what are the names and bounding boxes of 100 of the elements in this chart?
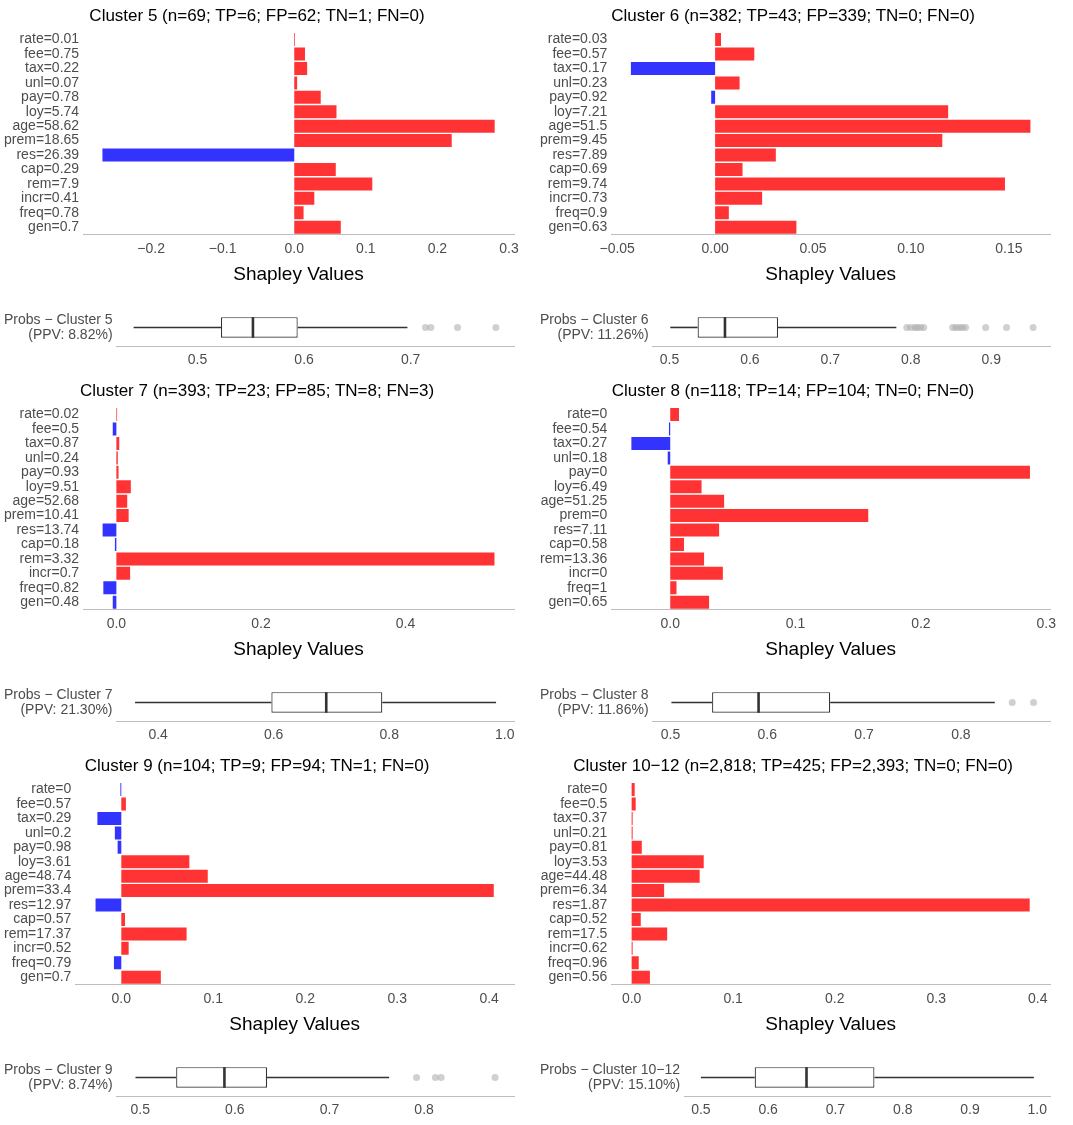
- x-tick-label: 0.9: [981, 351, 1002, 368]
- x-tick-label: 0.8: [951, 726, 971, 743]
- x-tick-label: 0.4: [1028, 989, 1048, 1006]
- y-tick-label: Probs − Cluster 6 (PPV: 11.26%): [539, 310, 649, 342]
- x-tick-label: 0.2: [295, 989, 316, 1006]
- x-tick-label: 0.15: [995, 239, 1023, 256]
- y-tick-label: incr=0.62: [549, 939, 608, 956]
- x-tick-label: 0.6: [757, 726, 778, 743]
- x-tick-label: 0.6: [294, 351, 315, 368]
- y-tick-label: fee=0.54: [552, 419, 608, 436]
- y-tick-label: cap=0.69: [549, 160, 608, 177]
- bar: [670, 408, 679, 422]
- x-tick-label: 0.2: [824, 989, 845, 1006]
- x-axis-title: Shapley Values: [233, 637, 364, 659]
- bar: [121, 970, 161, 984]
- bar: [715, 220, 797, 234]
- y-tick-label: rem=3.32: [19, 549, 80, 566]
- y-tick-label: Probs − Cluster 7 (PPV: 21.30%): [3, 685, 113, 717]
- y-tick-label: fee=0.57: [552, 44, 608, 61]
- chart-title: Cluster 7 (n=393; TP=23; FP=85; TN=8; FN=3): [79, 380, 435, 400]
- y-tick-label: prem=0: [559, 506, 608, 523]
- y-tick-label: res=1.87: [552, 895, 608, 912]
- y-tick-label: cap=0.29: [21, 160, 80, 177]
- y-tick-label: unl=0.18: [553, 448, 608, 465]
- y-tick-label: unl=0.07: [25, 73, 80, 90]
- x-tick-label: 0.3: [499, 239, 519, 256]
- bar: [103, 581, 117, 595]
- y-tick-label: cap=0.18: [21, 535, 80, 552]
- y-tick-label: fee=0.5: [32, 419, 80, 436]
- x-tick-label: 0.5: [659, 351, 680, 368]
- x-tick-label: 0.3: [1036, 614, 1057, 631]
- x-axis-title: Shapley Values: [765, 1012, 896, 1034]
- y-tick-label: Probs − Cluster 5 (PPV: 8.82%): [3, 310, 113, 342]
- x-axis-title: Shapley Values: [229, 1012, 360, 1034]
- x-tick-label: 0.0: [660, 614, 681, 631]
- x-tick-label: 0.3: [926, 989, 947, 1006]
- bar: [121, 941, 129, 955]
- bar: [102, 148, 295, 162]
- y-tick-label: pay=0.98: [13, 838, 72, 855]
- y-tick-label: tax=0.87: [25, 434, 80, 451]
- y-tick-label: rate=0: [567, 405, 608, 422]
- x-tick-label: 0.5: [187, 351, 208, 368]
- x-tick-label: 0.5: [691, 1101, 711, 1118]
- y-tick-label: fee=0.75: [24, 44, 80, 61]
- x-tick-label: 0.0: [111, 989, 132, 1006]
- bar: [715, 76, 740, 90]
- y-tick-label: unl=0.2: [24, 823, 72, 840]
- y-tick-label: fee=0.5: [560, 794, 608, 811]
- x-tick-label: −0.1: [208, 239, 237, 256]
- bar: [631, 970, 650, 984]
- bar: [630, 61, 716, 75]
- y-tick-label: incr=0.41: [21, 189, 80, 206]
- chart-title: Cluster 10−12 (n=2,818; TP=425; FP=2,393; TN=0; FN=0): [573, 755, 1013, 775]
- chart-title: Cluster 6 (n=382; TP=43; FP=339; TN=0; FN=0): [611, 5, 975, 25]
- y-tick-label: tax=0.17: [553, 59, 608, 76]
- x-tick-label: 0.2: [911, 614, 931, 631]
- y-tick-label: cap=0.58: [549, 535, 608, 552]
- chart-title: Cluster 9 (n=104; TP=9; FP=94; TN=1; FN=0): [84, 755, 430, 775]
- y-tick-label: rem=17.5: [547, 924, 608, 941]
- bar: [670, 595, 710, 609]
- y-tick-label: incr=0.7: [28, 564, 80, 581]
- y-tick-label: rem=7.9: [27, 174, 80, 191]
- y-tick-label: tax=0.27: [553, 434, 608, 451]
- x-tick-label: 0.7: [319, 1101, 340, 1118]
- bar: [116, 552, 495, 566]
- bar: [711, 90, 716, 104]
- x-tick-label: 0.0: [621, 989, 642, 1006]
- y-tick-label: incr=0.52: [13, 939, 72, 956]
- x-tick-label: 0.8: [414, 1101, 435, 1118]
- bar: [715, 47, 755, 61]
- y-tick-label: freq=1: [567, 578, 608, 595]
- y-tick-label: rate=0.01: [19, 30, 80, 47]
- x-tick-label: 0.7: [400, 351, 421, 368]
- y-tick-label: Probs − Cluster 8 (PPV: 11.86%): [539, 685, 649, 717]
- y-tick-label: unl=0.24: [25, 448, 80, 465]
- bar: [121, 797, 126, 811]
- x-axis-title: Shapley Values: [765, 262, 896, 284]
- y-tick-label: rate=0: [31, 780, 72, 797]
- x-tick-label: 0.7: [820, 351, 841, 368]
- y-tick-label: freq=0.96: [547, 953, 608, 970]
- y-tick-label: unl=0.23: [553, 73, 608, 90]
- x-tick-label: 0.4: [148, 726, 169, 743]
- y-tick-label: freq=0.82: [19, 578, 80, 595]
- y-tick-label: tax=0.29: [17, 809, 72, 826]
- y-tick-label: rem=13.36: [539, 549, 608, 566]
- y-tick-label: fee=0.57: [16, 794, 72, 811]
- y-tick-label: freq=0.9: [555, 203, 608, 220]
- x-tick-label: 0.8: [901, 351, 921, 368]
- x-tick-label: −0.2: [137, 239, 166, 256]
- bar: [95, 898, 122, 912]
- x-tick-label: 0.5: [130, 1101, 151, 1118]
- y-tick-label: rate=0: [567, 780, 608, 797]
- y-tick-label: freq=0.79: [11, 953, 72, 970]
- y-tick-label: pay=0.81: [549, 838, 608, 855]
- y-tick-label: tax=0.22: [25, 59, 80, 76]
- x-tick-label: 0.8: [892, 1101, 913, 1118]
- bar: [631, 783, 635, 797]
- y-tick-label: Probs − Cluster 9 (PPV: 8.74%): [3, 1060, 113, 1092]
- bar: [294, 220, 341, 234]
- x-tick-label: 0.1: [203, 989, 224, 1006]
